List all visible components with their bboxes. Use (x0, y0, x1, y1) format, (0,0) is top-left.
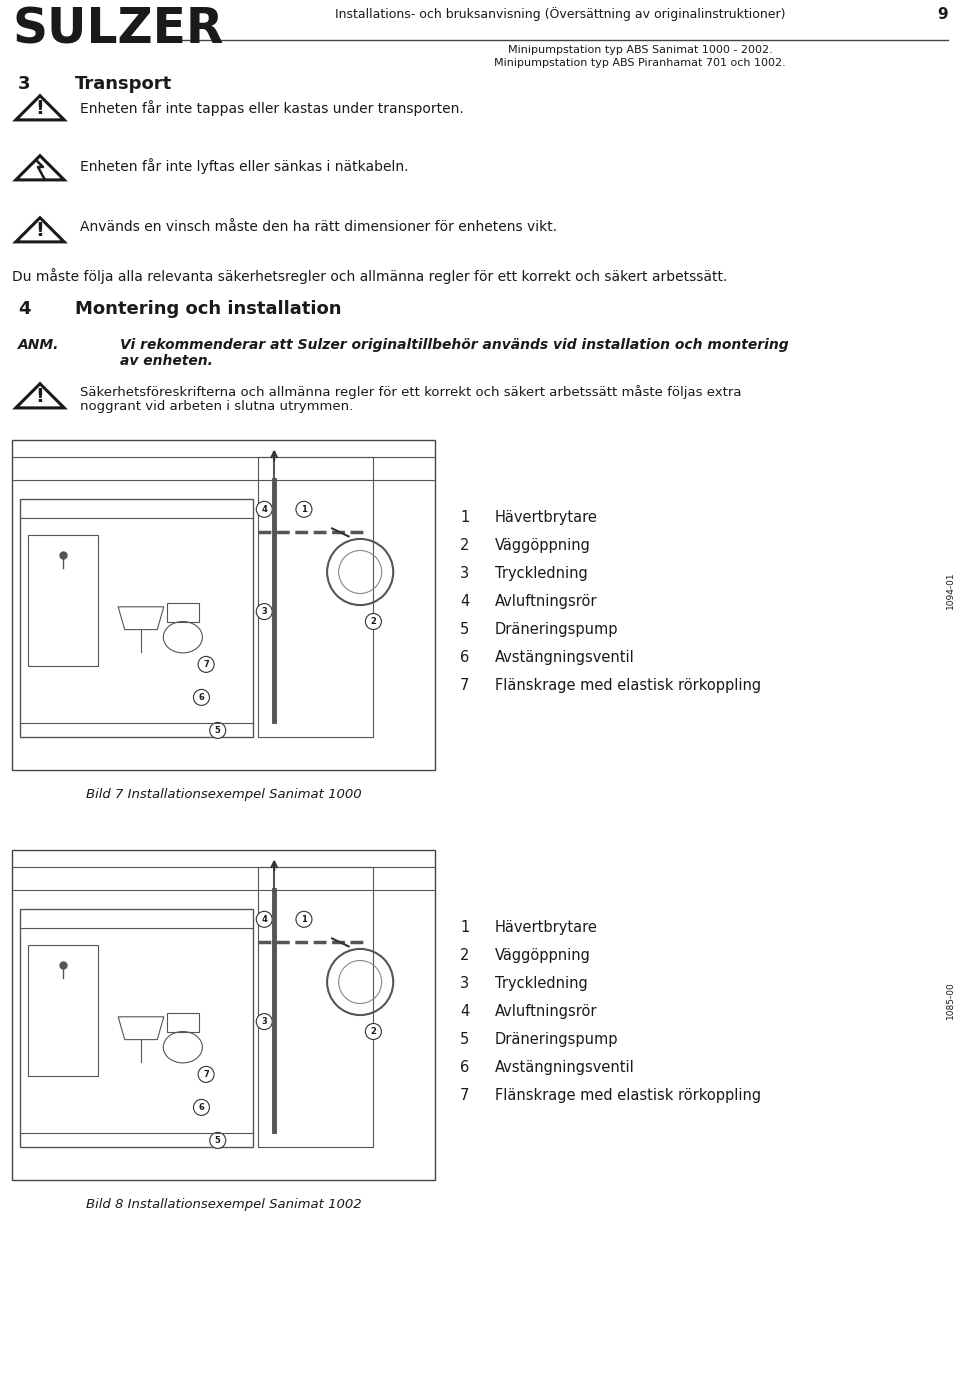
Text: Hävertbrytare: Hävertbrytare (495, 510, 598, 525)
Bar (257, 866, 373, 1147)
Text: Dräneringspump: Dräneringspump (495, 1031, 618, 1047)
Text: Används en vinsch måste den ha rätt dimensioner för enhetens vikt.: Används en vinsch måste den ha rätt dime… (80, 220, 557, 234)
Text: Vi rekommenderar att Sulzer originaltillbehör används vid installation och monte: Vi rekommenderar att Sulzer originaltill… (120, 338, 788, 352)
Circle shape (296, 502, 312, 517)
Text: 2: 2 (460, 948, 469, 963)
Bar (20, 499, 252, 737)
Text: Montering och installation: Montering och installation (75, 300, 342, 318)
Text: 5: 5 (215, 726, 221, 735)
Bar (167, 603, 199, 621)
Text: av enheten.: av enheten. (120, 354, 213, 368)
Bar (28, 535, 98, 666)
Text: Dräneringspump: Dräneringspump (495, 621, 618, 637)
Text: Tryckledning: Tryckledning (495, 976, 588, 991)
Text: !: ! (36, 386, 44, 406)
Text: !: ! (36, 221, 44, 239)
Text: 1085-00: 1085-00 (946, 981, 954, 1019)
Bar (20, 909, 252, 1147)
Text: 2: 2 (371, 1027, 376, 1036)
Bar (167, 1013, 199, 1031)
Bar (12, 441, 435, 770)
Text: 5: 5 (460, 1031, 469, 1047)
Text: 5: 5 (215, 1136, 221, 1145)
Text: 7: 7 (460, 678, 469, 694)
Text: Väggöppning: Väggöppning (495, 538, 590, 553)
Text: Bild 7 Installationsexempel Sanimat 1000: Bild 7 Installationsexempel Sanimat 1000 (85, 788, 361, 801)
Text: Enheten får inte lyftas eller sänkas i nätkabeln.: Enheten får inte lyftas eller sänkas i n… (80, 158, 409, 174)
Text: 6: 6 (199, 1102, 204, 1112)
Text: Säkerhetsföreskrifterna och allmänna regler för ett korrekt och säkert arbetssät: Säkerhetsföreskrifterna och allmänna reg… (80, 385, 741, 399)
Text: Installations- och bruksanvisning (Översättning av originalinstruktioner): Installations- och bruksanvisning (Övers… (335, 7, 785, 21)
Bar (12, 851, 435, 1180)
Text: 1: 1 (301, 505, 307, 514)
Text: SULZER: SULZER (12, 6, 224, 53)
Text: 4: 4 (261, 915, 267, 924)
Text: 1094-01: 1094-01 (946, 571, 954, 609)
Text: 5: 5 (460, 621, 469, 637)
Text: Flänskrage med elastisk rörkoppling: Flänskrage med elastisk rörkoppling (495, 1088, 761, 1104)
Circle shape (296, 912, 312, 927)
Text: Avstängningsventil: Avstängningsventil (495, 1061, 635, 1074)
Text: Transport: Transport (75, 75, 172, 93)
Text: 7: 7 (204, 660, 209, 669)
Circle shape (194, 689, 209, 705)
Text: 4: 4 (18, 300, 31, 318)
Circle shape (209, 1133, 226, 1148)
Text: 3: 3 (460, 976, 469, 991)
Text: 7: 7 (460, 1088, 469, 1104)
Text: 6: 6 (460, 1061, 469, 1074)
Text: ANM.: ANM. (18, 338, 60, 352)
Text: 7: 7 (204, 1070, 209, 1079)
Text: Avluftningsrör: Avluftningsrör (495, 1004, 597, 1019)
Text: Hävertbrytare: Hävertbrytare (495, 920, 598, 935)
Circle shape (194, 1099, 209, 1115)
Text: 1: 1 (460, 920, 469, 935)
Text: 4: 4 (261, 505, 267, 514)
Circle shape (366, 1023, 381, 1040)
Text: Avstängningsventil: Avstängningsventil (495, 651, 635, 664)
Text: Enheten får inte tappas eller kastas under transporten.: Enheten får inte tappas eller kastas und… (80, 100, 464, 115)
Circle shape (198, 656, 214, 673)
Text: 2: 2 (460, 538, 469, 553)
Text: 2: 2 (371, 617, 376, 626)
Text: 1: 1 (460, 510, 469, 525)
Text: Minipumpstation typ ABS Sanimat 1000 - 2002.: Minipumpstation typ ABS Sanimat 1000 - 2… (508, 44, 773, 56)
Text: Avluftningsrör: Avluftningsrör (495, 594, 597, 609)
Text: Tryckledning: Tryckledning (495, 566, 588, 581)
Text: !: ! (36, 99, 44, 118)
Text: Bild 8 Installationsexempel Sanimat 1002: Bild 8 Installationsexempel Sanimat 1002 (85, 1198, 361, 1211)
Text: 3: 3 (261, 1017, 267, 1026)
Text: Väggöppning: Väggöppning (495, 948, 590, 963)
Bar (28, 945, 98, 1076)
Circle shape (256, 1013, 273, 1030)
Text: 6: 6 (199, 692, 204, 702)
Circle shape (256, 502, 273, 517)
Text: 6: 6 (460, 651, 469, 664)
Circle shape (209, 723, 226, 738)
Text: 4: 4 (460, 594, 469, 609)
Text: 3: 3 (460, 566, 469, 581)
Text: Du måste följa alla relevanta säkerhetsregler och allmänna regler för ett korrek: Du måste följa alla relevanta säkerhetsr… (12, 268, 728, 284)
Text: noggrant vid arbeten i slutna utrymmen.: noggrant vid arbeten i slutna utrymmen. (80, 400, 353, 413)
Circle shape (256, 912, 273, 927)
Circle shape (198, 1066, 214, 1083)
Text: 4: 4 (460, 1004, 469, 1019)
Text: Flänskrage med elastisk rörkoppling: Flänskrage med elastisk rörkoppling (495, 678, 761, 694)
Circle shape (366, 613, 381, 630)
Text: Minipumpstation typ ABS Piranhamat 701 och 1002.: Minipumpstation typ ABS Piranhamat 701 o… (494, 58, 786, 68)
Text: 9: 9 (937, 7, 948, 22)
Circle shape (256, 603, 273, 620)
Bar (257, 456, 373, 737)
Text: 3: 3 (18, 75, 31, 93)
Text: 1: 1 (301, 915, 307, 924)
Text: 3: 3 (261, 607, 267, 616)
